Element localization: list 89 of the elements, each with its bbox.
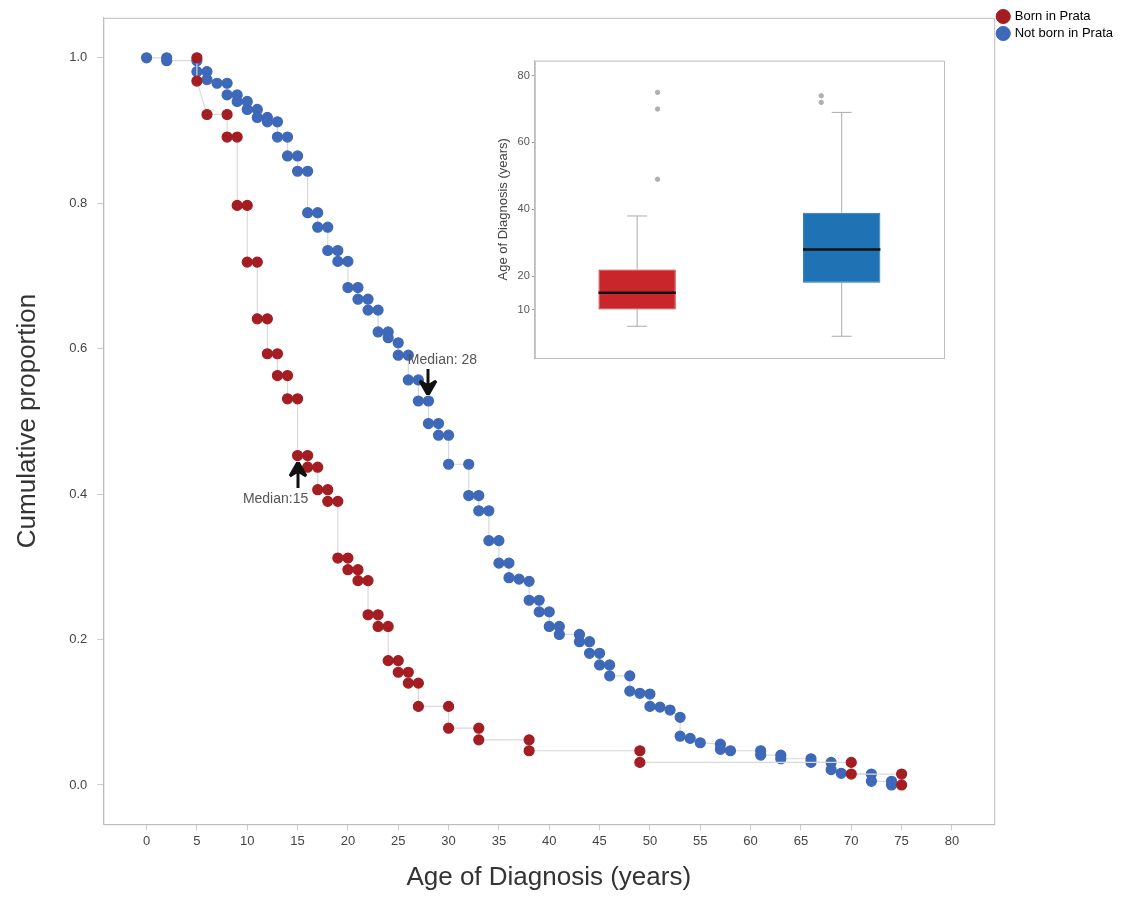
x-tick-label: 15 (290, 832, 305, 848)
point (392, 666, 404, 678)
point (342, 552, 354, 564)
point (251, 313, 263, 325)
point (523, 734, 535, 746)
point (261, 348, 273, 360)
x-tick-label: 20 (340, 832, 356, 848)
y-tick-label: 0.0 (69, 776, 88, 792)
point (382, 620, 394, 633)
point (352, 564, 364, 576)
point (251, 256, 263, 268)
point (412, 677, 424, 689)
point (322, 495, 334, 507)
point (312, 484, 324, 496)
point (845, 756, 857, 768)
point (352, 575, 364, 587)
y-axis-title: Age of Diagnosis (years) (495, 138, 511, 281)
x-tick-label: 25 (391, 832, 406, 848)
point (896, 779, 908, 791)
x-tick-label: 50 (642, 832, 658, 848)
point (332, 552, 344, 564)
point (402, 677, 414, 689)
y-tick-label: 80 (517, 68, 530, 81)
point (372, 609, 384, 621)
y-tick-label: 10 (517, 302, 530, 315)
point (271, 348, 284, 360)
point (473, 722, 485, 734)
x-tick-label: 65 (793, 832, 809, 848)
point (291, 449, 304, 462)
x-tick-label: 80 (944, 832, 960, 848)
y-tick-label: 20 (517, 269, 530, 282)
point (372, 620, 384, 633)
y-tick-label: 60 (517, 135, 530, 148)
point (312, 461, 324, 473)
y-tick-label: 0.2 (69, 631, 88, 647)
point (442, 700, 455, 712)
x-tick-label: 70 (844, 832, 859, 848)
point (402, 666, 414, 678)
point (271, 369, 284, 382)
y-tick-label: 0.4 (69, 485, 88, 501)
point (473, 734, 485, 746)
x-tick-label: 10 (240, 832, 255, 848)
x-axis-title: Age of Diagnosis (years) (406, 860, 692, 891)
point (442, 722, 455, 734)
point (322, 484, 334, 496)
y-tick-label: 40 (517, 202, 530, 215)
point (362, 609, 374, 621)
point (342, 564, 354, 576)
point (392, 654, 404, 667)
x-tick-label: 35 (491, 832, 507, 848)
point (845, 768, 857, 780)
x-tick-label: 5 (193, 832, 201, 848)
point (634, 756, 646, 768)
point (241, 199, 253, 211)
x-tick-label: 75 (894, 832, 909, 848)
point (221, 131, 233, 143)
point (362, 575, 374, 587)
point (261, 313, 273, 325)
y-tick-label: 0.8 (69, 194, 88, 210)
point (231, 131, 243, 143)
point (221, 108, 233, 121)
point (241, 256, 253, 268)
x-tick-label: 60 (743, 832, 758, 848)
point (231, 199, 243, 211)
point (302, 449, 314, 462)
x-tick-label: 40 (542, 832, 557, 848)
y-tick-label: 0.6 (69, 340, 88, 356)
point (281, 393, 294, 405)
point (412, 700, 424, 712)
y-axis-title: Cumulative proportion (10, 293, 41, 549)
point (302, 461, 314, 473)
x-tick-label: 55 (693, 832, 708, 848)
legend-label: Born in Prata (1014, 8, 1092, 24)
annotation: Median: 28 (407, 351, 478, 367)
annotation: Median:15 (242, 489, 309, 506)
point (382, 654, 394, 667)
x-tick-label: 0 (142, 832, 151, 848)
point (896, 768, 908, 780)
point (332, 495, 344, 507)
point (191, 75, 203, 87)
legend-label: Not born in Prata (1014, 25, 1114, 41)
x-tick-label: 45 (592, 832, 607, 848)
y-tick-label: 1.0 (69, 49, 88, 65)
x-tick-label: 30 (441, 832, 456, 848)
point (281, 369, 294, 382)
point (634, 745, 646, 757)
point (523, 745, 535, 757)
point (201, 108, 213, 121)
point (291, 393, 304, 405)
